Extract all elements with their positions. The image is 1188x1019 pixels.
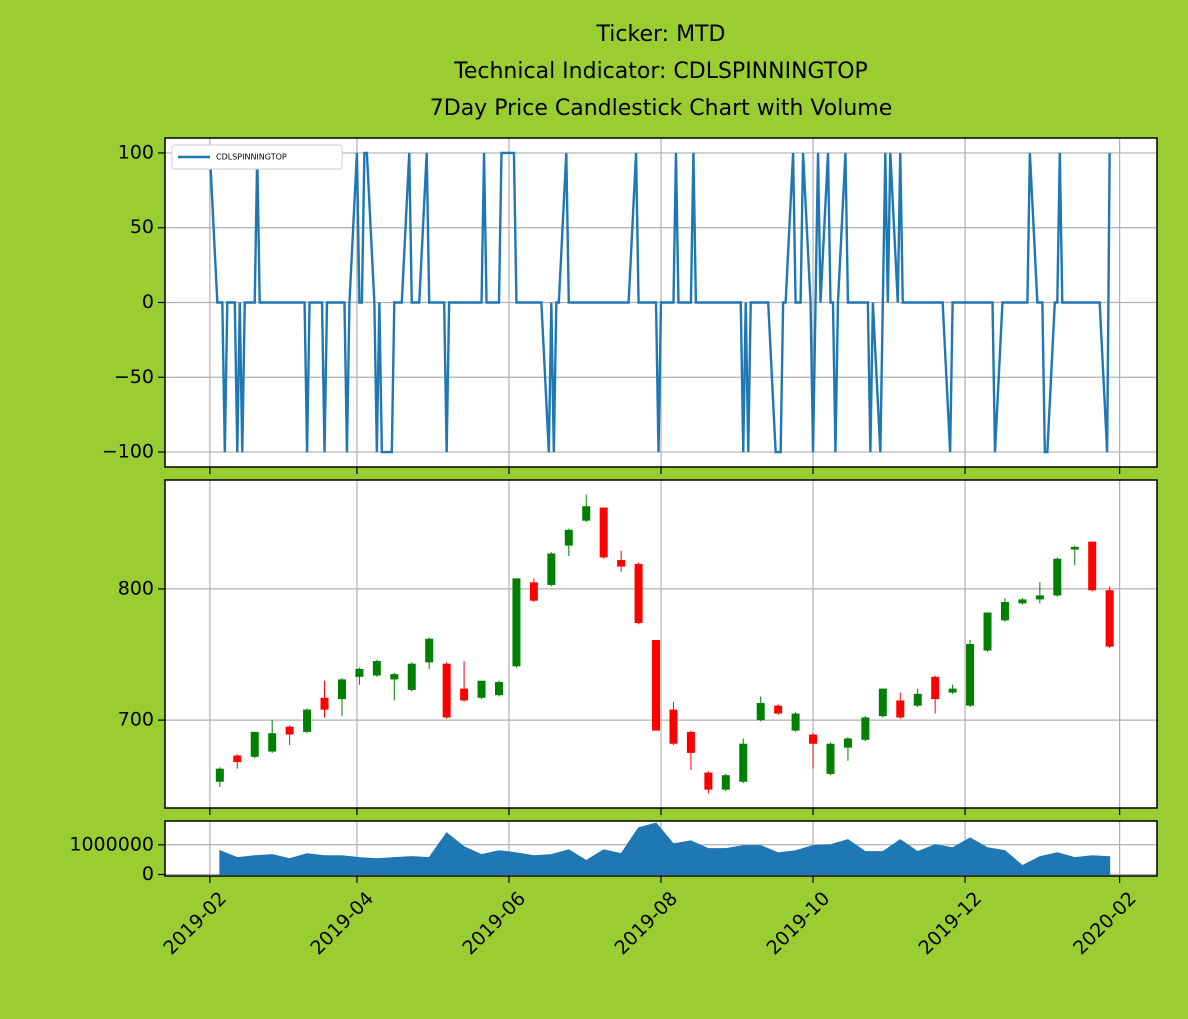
candle-body: [477, 680, 486, 698]
candle-body: [878, 688, 887, 717]
x-tick-label: 2019-12: [915, 888, 987, 960]
volume-area: [219, 822, 1111, 876]
y-tick-label: 100: [118, 141, 154, 163]
candle-body: [407, 663, 416, 690]
candle-body: [1070, 546, 1079, 550]
legend-box: [171, 144, 343, 170]
y-tick-label: −50: [114, 366, 154, 388]
candle-body: [1000, 602, 1009, 621]
candle-body: [686, 731, 695, 753]
candle-body: [774, 705, 783, 714]
candle-body: [215, 768, 224, 782]
candle-body: [425, 638, 434, 663]
x-tick-label: 2019-06: [458, 888, 530, 960]
candle-body: [756, 703, 765, 721]
candle-body: [233, 755, 242, 763]
candle-body: [966, 644, 975, 706]
x-tick-label: 2019-04: [306, 888, 378, 960]
candle-body: [634, 563, 643, 624]
candle-body: [599, 507, 608, 558]
y-tick-label: 800: [118, 577, 154, 599]
candle-body: [1105, 590, 1114, 647]
candle-body: [704, 772, 713, 790]
candle-body: [843, 738, 852, 748]
candle-body: [669, 709, 678, 744]
candle-body: [303, 709, 312, 732]
candle-body: [652, 640, 661, 731]
candle-body: [826, 743, 835, 774]
title-line: 7Day Price Candlestick Chart with Volume: [430, 96, 892, 121]
title-line: Technical Indicator: CDLSPINNINGTOP: [453, 59, 868, 84]
candle-body: [721, 775, 730, 790]
x-tick-label: 2019-02: [159, 888, 231, 960]
candle-body: [442, 663, 451, 718]
y-tick-label: 0: [142, 291, 154, 313]
candle-body: [337, 679, 346, 700]
legend-label: CDLSPINNINGTOP: [216, 153, 287, 162]
candle-body: [1018, 599, 1027, 604]
axes-frame: [164, 479, 1158, 809]
candle-body: [617, 560, 626, 567]
candle-body: [809, 734, 818, 744]
x-tick-label: 2020-02: [1069, 888, 1141, 960]
title-line: Ticker: MTD: [596, 22, 726, 47]
candle-body: [913, 693, 922, 706]
candle-body: [355, 668, 364, 677]
candle-body: [1088, 541, 1097, 591]
candle-body: [529, 582, 538, 601]
candle-body: [547, 553, 556, 585]
candle-body: [250, 731, 259, 757]
candle-body: [460, 688, 469, 701]
candle-body: [896, 700, 905, 718]
candle-body: [791, 713, 800, 731]
candle-body: [494, 682, 503, 696]
x-tick-label: 2019-08: [610, 888, 682, 960]
candle-body: [861, 717, 870, 740]
candle-body: [320, 697, 329, 710]
candle-body: [1035, 595, 1044, 600]
legend: CDLSPINNINGTOP: [171, 144, 343, 170]
y-tick-label: 700: [118, 709, 154, 731]
candle-body: [512, 578, 521, 667]
candle-body: [948, 688, 957, 693]
candle-body: [372, 661, 381, 676]
candle-body: [285, 726, 294, 735]
candle-body: [564, 529, 573, 546]
candle-body: [390, 674, 399, 680]
y-tick-label: −100: [102, 441, 154, 463]
x-tick-label: 2019-10: [762, 888, 834, 960]
series-line: [208, 151, 1111, 454]
y-tick-label: 1000000: [69, 833, 154, 855]
y-tick-label: 50: [130, 216, 154, 238]
axes-frame: [164, 820, 1158, 877]
candle-body: [1053, 558, 1062, 596]
candle-body: [983, 612, 992, 651]
y-tick-label: 0: [142, 863, 154, 885]
candle-body: [582, 506, 591, 521]
candle-body: [268, 733, 277, 752]
candle-body: [739, 743, 748, 782]
axes-frame: [164, 137, 1158, 468]
candle-body: [931, 676, 940, 700]
